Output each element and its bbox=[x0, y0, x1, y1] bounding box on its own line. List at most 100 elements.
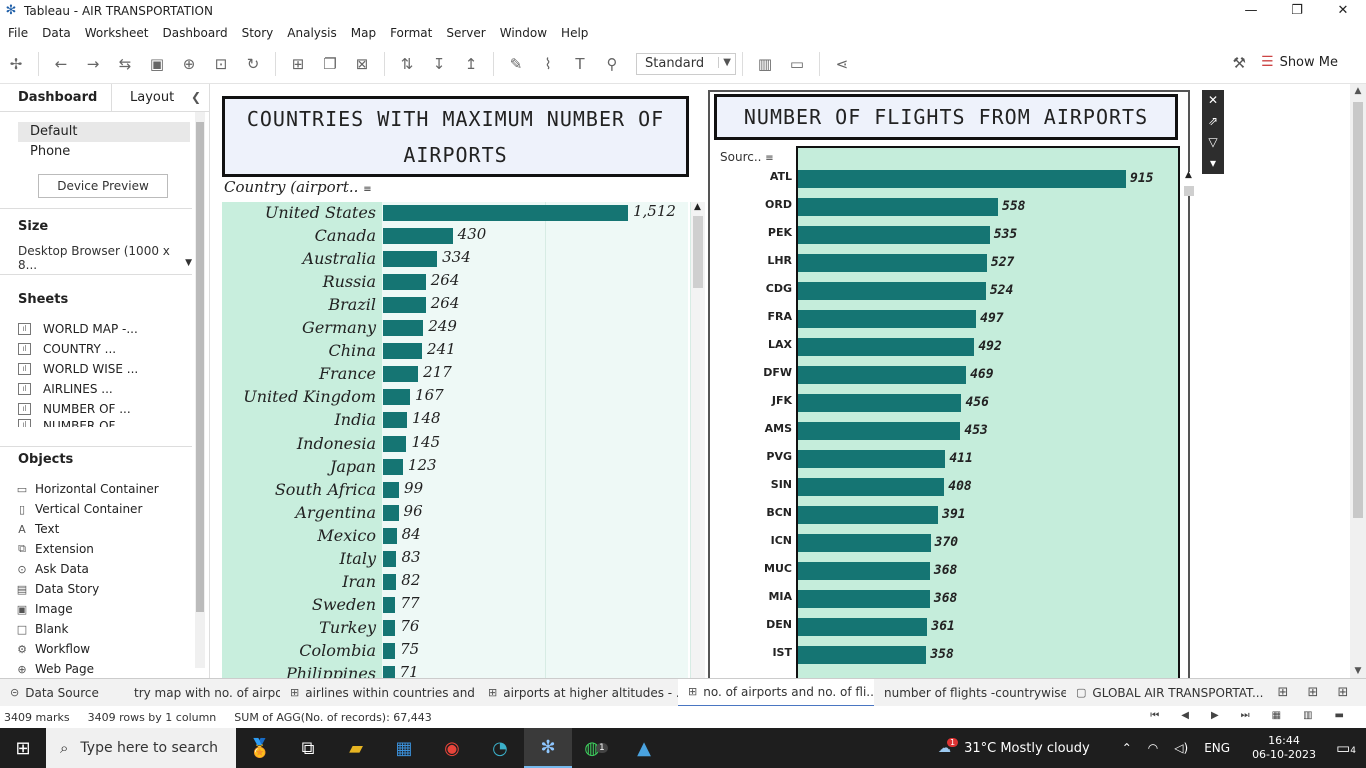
clock[interactable]: 16:44 06-10-2023 bbox=[1252, 734, 1316, 761]
sort-ascending-icon[interactable]: ↧ bbox=[432, 54, 446, 73]
labels-icon[interactable]: T bbox=[575, 54, 585, 73]
device-default[interactable]: Default bbox=[18, 122, 190, 142]
tab-sheet[interactable]: ⊞ airports at higher altitudes - ... bbox=[478, 679, 678, 707]
task-view-icon[interactable]: ⧉ bbox=[301, 737, 315, 759]
menu-worksheet[interactable]: Worksheet bbox=[84, 26, 149, 40]
airport-bar[interactable] bbox=[798, 282, 986, 300]
airport-bar[interactable] bbox=[798, 478, 945, 496]
airport-bar[interactable] bbox=[798, 226, 990, 244]
airport-bar[interactable] bbox=[798, 618, 928, 636]
menu-story[interactable]: Story bbox=[241, 26, 274, 40]
canvas-scrollbar[interactable]: ▲ ▼ bbox=[1350, 84, 1366, 678]
country-bar[interactable] bbox=[383, 573, 397, 590]
menu-server[interactable]: Server bbox=[446, 26, 486, 40]
airport-bar[interactable] bbox=[798, 366, 967, 384]
tab-story[interactable]: ▢ GLOBAL AIR TRANSPORTAT... bbox=[1066, 679, 1266, 707]
object-image[interactable]: ▣ Image bbox=[16, 602, 73, 616]
language-indicator[interactable]: ENG bbox=[1204, 741, 1231, 755]
close-button[interactable]: ✕ bbox=[1337, 3, 1349, 18]
device-phone[interactable]: Phone bbox=[30, 144, 71, 159]
country-bar[interactable] bbox=[383, 412, 407, 429]
chevron-up-icon[interactable]: ⌃ bbox=[1121, 741, 1132, 755]
object-web-page[interactable]: ⊕ Web Page bbox=[17, 662, 95, 676]
scroll-up-icon[interactable]: ▲ bbox=[1185, 170, 1192, 180]
airport-bar[interactable] bbox=[798, 422, 961, 440]
airport-bar[interactable] bbox=[798, 254, 987, 272]
country-bar[interactable] bbox=[383, 619, 396, 636]
refresh-icon[interactable]: ↻ bbox=[246, 54, 260, 73]
pane-scrollbar[interactable] bbox=[195, 112, 205, 668]
country-bar[interactable] bbox=[383, 596, 396, 613]
weather-widget[interactable]: ☁ 1 31°C Mostly cloudy bbox=[938, 737, 1090, 756]
object-extension[interactable]: ⧉ Extension bbox=[16, 539, 94, 559]
tab-data-source[interactable]: ⊝ Data Source bbox=[0, 679, 124, 707]
object-data-story[interactable]: ▤ Data Story bbox=[16, 582, 100, 596]
chart-scrollbar[interactable]: ▲ bbox=[691, 202, 705, 678]
sheet-item[interactable]: ıl COUNTRY ... bbox=[18, 339, 116, 359]
sheet-item[interactable]: ıl WORLD MAP -... bbox=[18, 319, 138, 339]
notifications-icon[interactable]: ▭4 bbox=[1336, 739, 1356, 757]
menu-window[interactable]: Window bbox=[499, 26, 548, 40]
sheet-item[interactable]: ıl AIRLINES ... bbox=[18, 379, 113, 399]
presentation-mode-icon[interactable]: ▭ bbox=[789, 54, 805, 73]
new-data-source-icon[interactable]: ⊕ bbox=[182, 54, 196, 73]
country-bar[interactable] bbox=[383, 251, 438, 268]
object-horizontal-container[interactable]: ▭ Horizontal Container bbox=[16, 482, 159, 496]
scroll-up-icon[interactable]: ▲ bbox=[1354, 86, 1362, 96]
film-strip-icon[interactable]: ▥ bbox=[1303, 710, 1313, 721]
new-story-icon[interactable]: ⊞ bbox=[1337, 685, 1349, 700]
save-icon[interactable]: ▣ bbox=[149, 54, 165, 73]
redo-icon[interactable]: → bbox=[86, 54, 100, 73]
photos-icon[interactable]: ▲ bbox=[637, 737, 651, 759]
edge-icon[interactable]: ◔ bbox=[492, 737, 508, 759]
airport-bar[interactable] bbox=[798, 170, 1126, 188]
volume-icon[interactable]: ◁) bbox=[1174, 741, 1189, 755]
fit-select[interactable]: Standard ▼ bbox=[636, 52, 736, 75]
sheet-item[interactable]: ıl NUMBER OF ... bbox=[18, 419, 131, 427]
airport-bar[interactable] bbox=[798, 310, 977, 328]
filter-icon[interactable]: ▽ bbox=[1208, 135, 1218, 149]
airport-bar[interactable] bbox=[798, 534, 931, 552]
country-bar[interactable] bbox=[383, 504, 399, 521]
tabs-icon[interactable]: ▬ bbox=[1334, 710, 1344, 721]
flights-bar-chart[interactable]: 915 558 535 527 524 497 492 469 456 453 411 408 391 3… bbox=[796, 146, 1180, 678]
countries-bar-chart[interactable]: United States 1,512 Canada 430 Australia 334 R… bbox=[222, 202, 691, 678]
airport-bar[interactable] bbox=[798, 646, 927, 664]
group-icon[interactable]: ⌇ bbox=[544, 54, 552, 73]
menu-data[interactable]: Data bbox=[42, 26, 71, 40]
sheet-item[interactable]: ıl WORLD WISE ... bbox=[18, 359, 138, 379]
microsoft-store-icon[interactable]: ▦ bbox=[395, 737, 413, 759]
replay-icon[interactable]: ⇆ bbox=[118, 54, 132, 73]
swap-icon[interactable]: ⇅ bbox=[400, 54, 414, 73]
tab-dashboard[interactable]: Dashboard bbox=[0, 83, 112, 112]
prev-sheet-icon[interactable]: ◀ bbox=[1181, 710, 1189, 721]
wifi-icon[interactable]: ◠ bbox=[1147, 741, 1159, 755]
object-vertical-container[interactable]: ▯ Vertical Container bbox=[16, 499, 142, 519]
object-ask-data[interactable]: ⊙ Ask Data bbox=[17, 562, 89, 576]
new-dashboard-icon[interactable]: ⊞ bbox=[1307, 685, 1319, 700]
show-cards-icon[interactable]: ▥ bbox=[757, 54, 773, 73]
country-bar[interactable] bbox=[383, 366, 419, 383]
next-sheet-icon[interactable]: ▶ bbox=[1210, 710, 1219, 721]
country-bar[interactable] bbox=[383, 274, 426, 291]
tab-sheet[interactable]: try map with no. of airpo... bbox=[134, 685, 280, 700]
country-bar[interactable] bbox=[383, 550, 397, 567]
tableau-logo-icon[interactable]: ✢ bbox=[9, 54, 23, 73]
sheet-item[interactable]: ıl NUMBER OF ... bbox=[18, 399, 131, 419]
country-bar[interactable] bbox=[383, 320, 424, 337]
airport-bar[interactable] bbox=[798, 338, 975, 356]
search-highlight-icon[interactable]: 🏅 bbox=[248, 737, 272, 759]
airport-bar[interactable] bbox=[798, 506, 939, 524]
country-bar[interactable] bbox=[383, 458, 403, 475]
airport-bar[interactable] bbox=[798, 450, 946, 468]
country-column-header[interactable]: Country (airport.. ≡ bbox=[224, 178, 372, 196]
new-worksheet-icon[interactable]: ⊞ bbox=[291, 54, 305, 73]
whatsapp-icon[interactable]: ◍ 1 bbox=[572, 728, 620, 768]
scroll-down-icon[interactable]: ▼ bbox=[1354, 666, 1362, 676]
sort-icon[interactable]: ≡ bbox=[363, 184, 372, 195]
airport-bar[interactable] bbox=[798, 198, 999, 216]
source-column-header[interactable]: Sourc.. ≡ bbox=[720, 150, 774, 164]
go-to-sheet-icon[interactable]: ⇗ bbox=[1207, 114, 1219, 128]
country-bar[interactable] bbox=[383, 435, 407, 452]
share-icon[interactable]: ⋖ bbox=[835, 54, 849, 73]
